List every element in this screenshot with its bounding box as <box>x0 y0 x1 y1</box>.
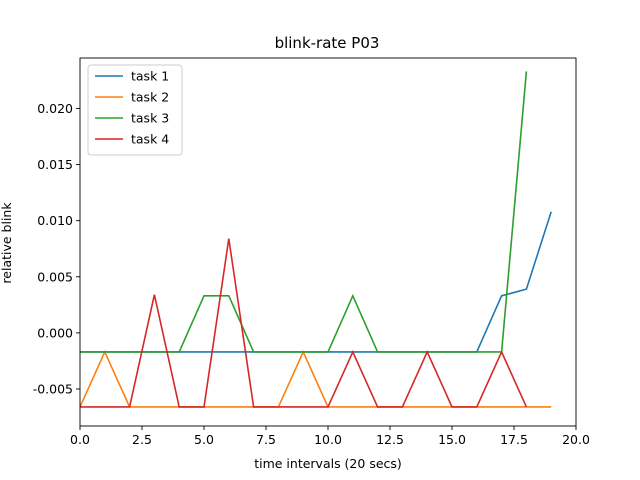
y-axis-ticks: -0.005 0.000 0.005 0.010 0.015 0.020 <box>33 101 80 396</box>
x-tick-label: 2.5 <box>132 432 152 447</box>
x-tick-label: 5.0 <box>194 432 214 447</box>
series-line-1 <box>80 211 552 353</box>
y-tick-label: 0.015 <box>37 157 73 172</box>
x-axis-ticks: 0.0 2.5 5.0 7.5 10.0 12.5 15.0 17.5 20.0 <box>70 426 590 447</box>
series-line-4 <box>80 238 528 408</box>
x-tick-label: 20.0 <box>562 432 590 447</box>
y-axis-label: relative blink <box>0 202 14 284</box>
y-tick-label: 0.010 <box>37 213 73 228</box>
x-axis-label: time intervals (20 secs) <box>254 456 402 471</box>
x-tick-label: 15.0 <box>438 432 466 447</box>
x-tick-label: 7.5 <box>256 432 276 447</box>
legend-label-3: task 3 <box>131 111 169 126</box>
y-tick-label: -0.005 <box>33 381 73 396</box>
legend: task 1 task 2 task 3 task 4 <box>87 64 183 156</box>
legend-box <box>87 64 183 156</box>
x-tick-label: 12.5 <box>376 432 404 447</box>
x-tick-label: 0.0 <box>70 432 90 447</box>
x-tick-label: 17.5 <box>500 432 528 447</box>
legend-label-4: task 4 <box>131 132 169 147</box>
chart-title: blink-rate P03 <box>275 34 380 52</box>
x-tick-label: 10.0 <box>314 432 342 447</box>
legend-label-2: task 2 <box>131 90 169 105</box>
y-tick-label: 0.000 <box>37 325 73 340</box>
y-tick-label: 0.020 <box>37 101 73 116</box>
y-tick-label: 0.005 <box>37 269 73 284</box>
series-line-3 <box>80 71 528 353</box>
legend-label-1: task 1 <box>131 69 169 84</box>
